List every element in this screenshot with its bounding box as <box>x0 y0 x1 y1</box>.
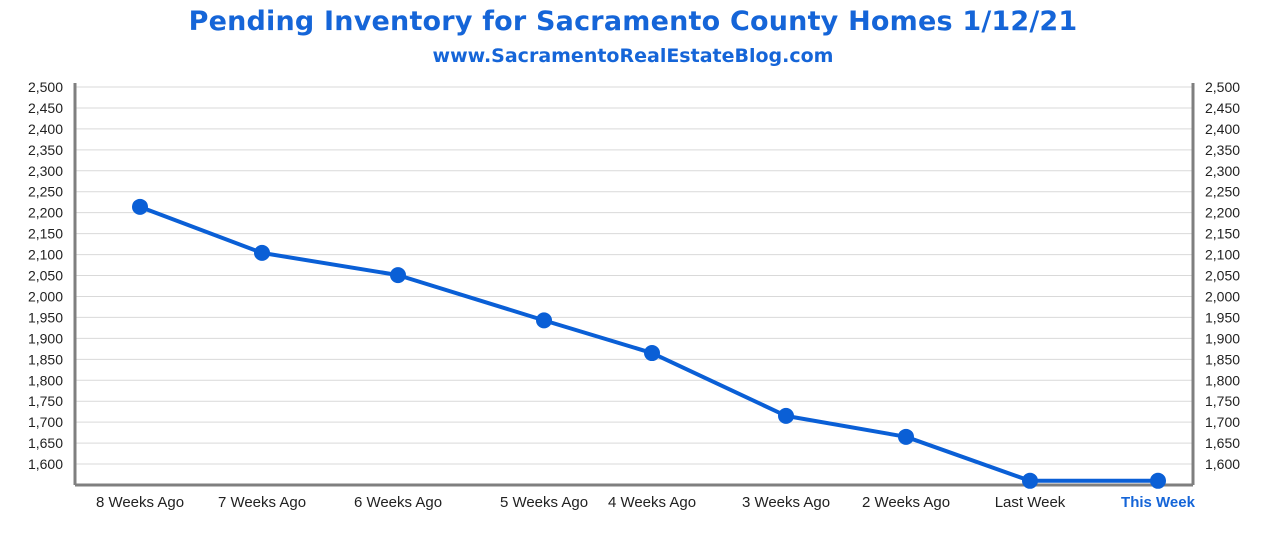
y-tick-label-left: 1,800 <box>28 372 63 388</box>
y-tick-label-right: 2,300 <box>1205 163 1240 179</box>
y-tick-label-right: 2,350 <box>1205 142 1240 158</box>
y-tick-label-right: 1,650 <box>1205 435 1240 451</box>
y-tick-label-right: 2,000 <box>1205 288 1240 304</box>
x-tick-label: 5 Weeks Ago <box>500 494 588 511</box>
x-tick-label: Last Week <box>995 494 1066 511</box>
y-tick-label-left: 1,900 <box>28 330 63 346</box>
data-point <box>1022 472 1038 489</box>
y-tick-label-right: 2,400 <box>1205 121 1240 137</box>
y-tick-label-right: 1,700 <box>1205 414 1240 430</box>
x-tick-label: 8 Weeks Ago <box>96 494 184 511</box>
data-point <box>132 198 148 215</box>
y-tick-label-left: 2,200 <box>28 205 63 221</box>
x-tick-label: 3 Weeks Ago <box>742 494 830 511</box>
y-tick-label-left: 2,500 <box>28 79 63 95</box>
x-tick-label: 4 Weeks Ago <box>608 494 696 511</box>
y-tick-label-left: 1,750 <box>28 393 63 409</box>
y-tick-label-left: 2,450 <box>28 100 63 116</box>
y-tick-label-right: 1,850 <box>1205 351 1240 367</box>
series-line <box>139 204 1158 483</box>
data-point <box>644 345 660 362</box>
data-point <box>898 428 914 445</box>
x-tick-label: This Week <box>1121 494 1196 511</box>
y-tick-label-right: 1,600 <box>1205 456 1240 472</box>
x-tick-label: 2 Weeks Ago <box>862 494 950 511</box>
y-tick-label-left: 2,050 <box>28 268 63 284</box>
y-tick-label-right: 2,250 <box>1205 184 1240 200</box>
data-point <box>536 312 552 329</box>
y-tick-label-right: 1,800 <box>1205 372 1240 388</box>
y-tick-label-right: 1,900 <box>1205 330 1240 346</box>
y-tick-label-left: 1,650 <box>28 435 63 451</box>
y-tick-label-right: 2,450 <box>1205 100 1240 116</box>
y-tick-label-left: 2,100 <box>28 247 63 263</box>
y-tick-label-right: 2,150 <box>1205 226 1240 242</box>
y-tick-label-left: 1,850 <box>28 351 63 367</box>
y-tick-label-left: 2,250 <box>28 184 63 200</box>
y-tick-label-right: 2,050 <box>1205 268 1240 284</box>
y-tick-label-right: 2,200 <box>1205 205 1240 221</box>
y-tick-label-right: 2,100 <box>1205 247 1240 263</box>
data-point <box>778 407 794 424</box>
y-tick-label-right: 1,750 <box>1205 393 1240 409</box>
data-point <box>1150 472 1166 489</box>
y-tick-label-left: 1,700 <box>28 414 63 430</box>
chart-subtitle: www.SacramentoRealEstateBlog.com <box>432 45 834 67</box>
x-tick-label: 6 Weeks Ago <box>354 494 442 511</box>
y-tick-label-right: 2,500 <box>1205 79 1240 95</box>
y-tick-label-left: 2,000 <box>28 288 63 304</box>
y-tick-label-left: 2,350 <box>28 142 63 158</box>
data-point <box>254 244 270 261</box>
y-tick-label-right: 1,950 <box>1205 309 1240 325</box>
y-tick-label-left: 2,400 <box>28 121 63 137</box>
chart-title: Pending Inventory for Sacramento County … <box>188 6 1078 37</box>
x-tick-label: 7 Weeks Ago <box>218 494 306 511</box>
y-tick-label-left: 2,150 <box>28 226 63 242</box>
y-tick-label-left: 1,600 <box>28 456 63 472</box>
y-tick-label-left: 2,300 <box>28 163 63 179</box>
data-point <box>390 267 406 284</box>
y-tick-label-left: 1,950 <box>28 309 63 325</box>
